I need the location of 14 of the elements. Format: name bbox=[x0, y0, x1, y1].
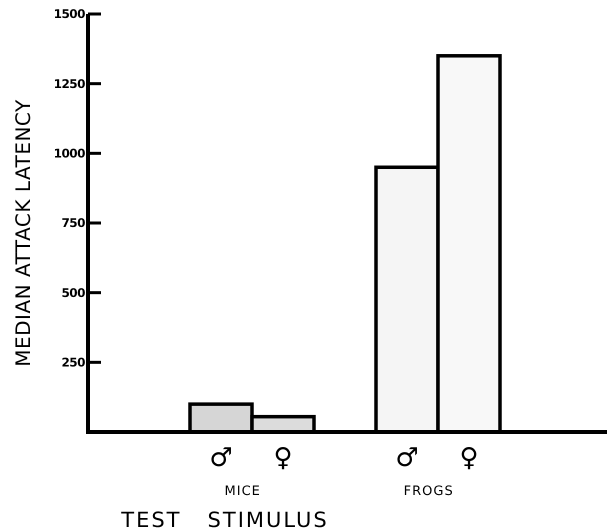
y-tick-label: 1000 bbox=[54, 146, 86, 161]
y-tick-label: 250 bbox=[61, 356, 86, 370]
x-tick-label: ♂ bbox=[395, 443, 419, 473]
y-tick-label: 500 bbox=[61, 286, 86, 300]
y-tick-label: 750 bbox=[61, 216, 86, 230]
text: FROGS bbox=[404, 484, 454, 499]
y-tick-label: 1250 bbox=[54, 76, 86, 91]
x-axis-title: TEST STIMULUS bbox=[120, 508, 329, 532]
text: MICE bbox=[224, 484, 261, 499]
x-tick-label: ♀ bbox=[459, 443, 479, 473]
x-tick-label: ♂ bbox=[209, 443, 233, 473]
y-axis-title: MEDIAN ATTACK LATENCY bbox=[11, 98, 35, 367]
x-tick-label: ♀ bbox=[273, 443, 293, 473]
y-tick-label: 1500 bbox=[54, 7, 86, 22]
